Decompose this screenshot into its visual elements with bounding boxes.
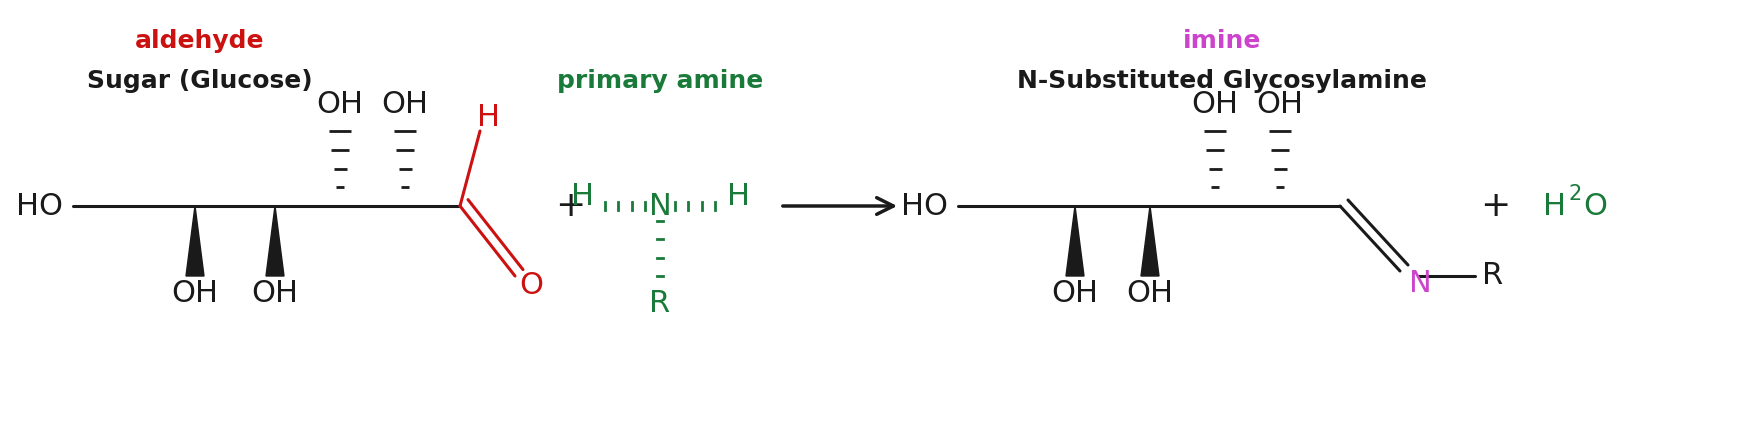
Polygon shape xyxy=(1065,206,1084,276)
Text: H: H xyxy=(571,181,594,211)
Text: R: R xyxy=(1482,262,1503,290)
Text: Sugar (Glucose): Sugar (Glucose) xyxy=(88,69,314,93)
Text: OH: OH xyxy=(172,279,219,309)
Text: N-Substituted Glycosylamine: N-Substituted Glycosylamine xyxy=(1018,69,1426,93)
Polygon shape xyxy=(266,206,284,276)
Text: OH: OH xyxy=(382,89,429,119)
Text: OH: OH xyxy=(1256,89,1303,119)
Text: OH: OH xyxy=(1051,279,1099,309)
Text: imine: imine xyxy=(1183,29,1261,53)
Text: OH: OH xyxy=(317,89,363,119)
Text: N: N xyxy=(1409,269,1431,297)
Text: HO: HO xyxy=(16,191,63,221)
Text: O: O xyxy=(1584,191,1607,221)
Text: OH: OH xyxy=(252,279,298,309)
Polygon shape xyxy=(1141,206,1160,276)
Polygon shape xyxy=(186,206,203,276)
Text: H: H xyxy=(727,181,750,211)
Text: OH: OH xyxy=(1127,279,1174,309)
Text: H: H xyxy=(1544,191,1566,221)
Text: HO: HO xyxy=(901,191,948,221)
Text: 2: 2 xyxy=(1568,184,1582,204)
Text: O: O xyxy=(519,272,543,300)
Text: N: N xyxy=(648,191,671,221)
Text: R: R xyxy=(650,290,671,319)
Text: +: + xyxy=(555,189,585,223)
Text: OH: OH xyxy=(1191,89,1239,119)
Text: H: H xyxy=(477,102,499,132)
Text: +: + xyxy=(1480,189,1510,223)
Text: aldehyde: aldehyde xyxy=(135,29,265,53)
Text: primary amine: primary amine xyxy=(557,69,764,93)
